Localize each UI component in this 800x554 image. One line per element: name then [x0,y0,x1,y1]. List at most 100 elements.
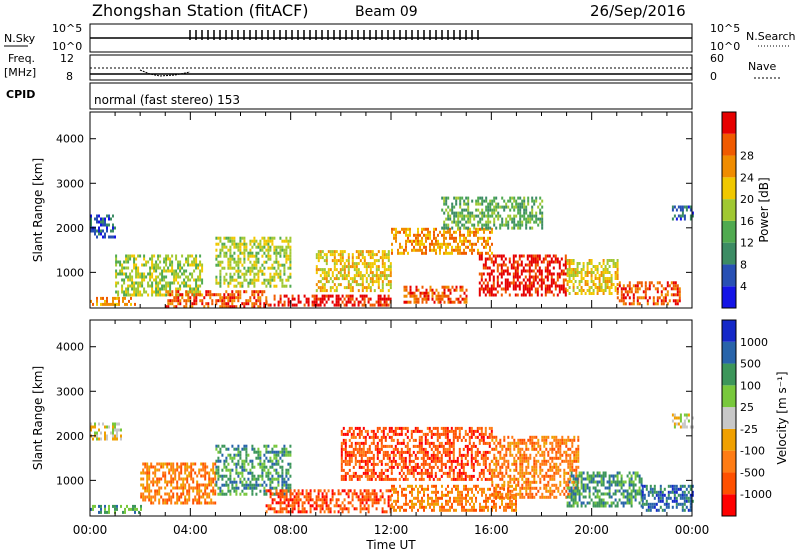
power-cell [98,220,100,224]
power-cell [610,286,613,289]
power-cell [582,262,585,265]
velocity-cell [315,498,318,502]
power-cell [96,299,98,303]
power-cell [500,263,503,267]
power-cell [275,269,278,273]
power-cell [403,288,406,292]
velocity-cell [432,432,435,436]
velocity-cell [140,471,143,475]
power-cell [259,266,262,270]
power-cell [341,268,344,272]
power-cell [273,297,276,301]
velocity-cell [257,483,260,487]
power-cell [127,260,130,264]
power-cell [187,299,190,303]
power-cell [423,233,425,237]
power-cell [421,297,424,301]
power-cell [405,230,407,234]
power-cell [237,248,240,252]
velocity-cell [430,456,433,460]
power-cell [285,239,288,243]
velocity-cell [265,474,268,478]
velocity-cell [253,483,256,487]
power-cell [219,248,222,252]
power-cell [540,284,543,288]
velocity-cell [219,486,222,490]
velocity-cell [289,489,292,493]
power-cell [223,242,226,246]
power-cell [255,254,258,258]
power-cell [361,286,364,290]
velocity-cell [474,435,477,439]
power-cell [127,284,130,288]
power-cell [377,265,380,269]
power-ytick-label: 1000 [56,266,84,279]
power-cell [243,272,246,276]
power-cell [616,262,619,265]
power-cell [564,278,567,282]
velocity-cell [482,459,485,463]
power-cell [193,296,196,300]
power-cell [582,277,585,280]
power-cell [233,272,236,276]
power-cell [315,303,318,307]
velocity-cell [279,474,282,478]
velocity-cell [505,505,507,509]
power-cell [445,248,447,252]
velocity-cell [503,505,505,509]
velocity-cell [438,432,441,436]
velocity-cell [382,444,385,448]
velocity-cell [342,426,345,430]
power-cell [241,302,244,306]
velocity-cell [458,432,461,436]
velocity-cell [208,492,211,496]
velocity-cell [450,444,453,448]
velocity-cell [353,507,356,511]
power-cell [433,248,435,252]
power-cell [578,283,581,286]
velocity-cell [210,477,213,481]
velocity-cell [445,502,447,506]
velocity-cell [287,450,290,454]
velocity-cell [140,504,142,508]
velocity-cell [285,489,288,493]
velocity-cell [215,444,218,448]
power-cell [229,266,232,270]
power-cell [307,300,310,304]
power-cell [269,236,272,240]
power-cell [540,278,543,282]
power-cell [679,205,682,209]
power-cell [648,287,651,291]
power-cell [594,283,597,286]
power-cell [443,211,446,215]
velocity-cell [210,489,213,493]
power-cell [465,226,468,230]
velocity-cell [355,492,358,496]
power-cell [191,302,194,306]
power-cell [566,283,569,286]
power-cell [500,275,503,279]
power-cell [347,268,350,272]
power-cell [243,257,246,261]
power-cell [387,297,390,301]
power-cell [267,281,270,285]
velocity-cell [423,487,425,491]
power-cell [115,257,118,261]
power-cell [243,251,246,255]
velocity-cell [448,459,451,463]
power-cell [529,214,532,218]
power-cell [487,205,490,209]
velocity-cell [402,462,405,466]
power-cell [175,290,178,294]
velocity-cell [281,510,284,514]
power-cell [541,214,544,218]
power-cell [514,293,517,297]
power-cell [419,233,421,237]
velocity-cell [457,496,459,500]
power-cell [261,281,264,285]
power-cell [441,294,444,298]
power-cell [373,289,376,293]
velocity-cell [158,480,161,484]
velocity-cell [347,495,350,499]
velocity-cell [390,438,393,442]
